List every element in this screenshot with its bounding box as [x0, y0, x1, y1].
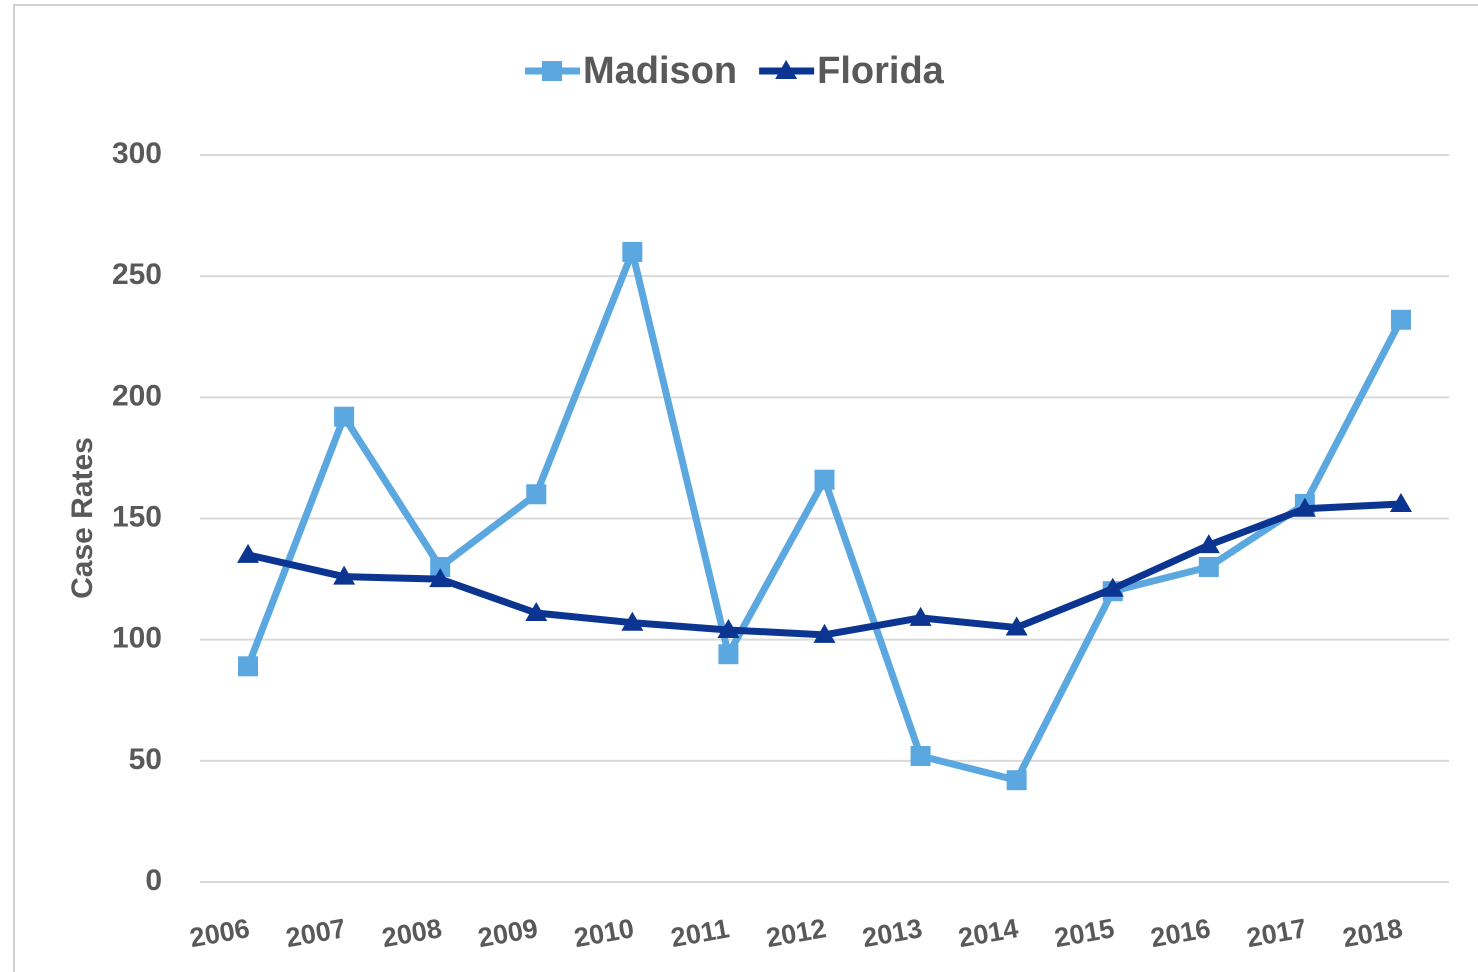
data-point: [333, 565, 356, 585]
data-point: [1197, 534, 1220, 554]
data-point: [238, 656, 259, 677]
data-point: [622, 241, 643, 262]
data-point: [525, 602, 548, 622]
y-tick-label: 300: [112, 137, 162, 170]
data-point: [621, 611, 644, 631]
data-point: [717, 618, 740, 638]
legend-marker: [775, 60, 798, 79]
data-point: [1390, 309, 1411, 330]
y-axis-title: Case Rates: [66, 437, 99, 599]
data-point: [429, 568, 452, 588]
data-point: [1389, 492, 1412, 512]
data-point: [526, 484, 547, 505]
data-point: [1101, 577, 1124, 597]
legend-marker: [542, 61, 562, 81]
data-point: [814, 469, 835, 490]
data-point: [1006, 770, 1027, 791]
y-tick-label: 200: [112, 379, 162, 412]
legend-label: Madison: [583, 50, 737, 92]
chart-border: [13, 4, 1478, 972]
data-point: [237, 543, 260, 563]
y-tick-label: 0: [145, 864, 162, 897]
data-point: [909, 606, 932, 626]
data-point: [718, 644, 739, 665]
data-point: [334, 406, 355, 427]
data-point: [1005, 616, 1028, 636]
data-point: [1198, 556, 1219, 577]
data-point: [813, 623, 836, 643]
legend-label: Florida: [817, 50, 945, 92]
y-tick-label: 50: [129, 743, 162, 776]
y-tick-label: 250: [112, 258, 162, 291]
data-point: [430, 556, 451, 577]
data-point: [910, 745, 931, 766]
data-point: [1293, 497, 1316, 517]
y-tick-label: 100: [112, 622, 162, 655]
y-tick-label: 150: [112, 500, 162, 533]
